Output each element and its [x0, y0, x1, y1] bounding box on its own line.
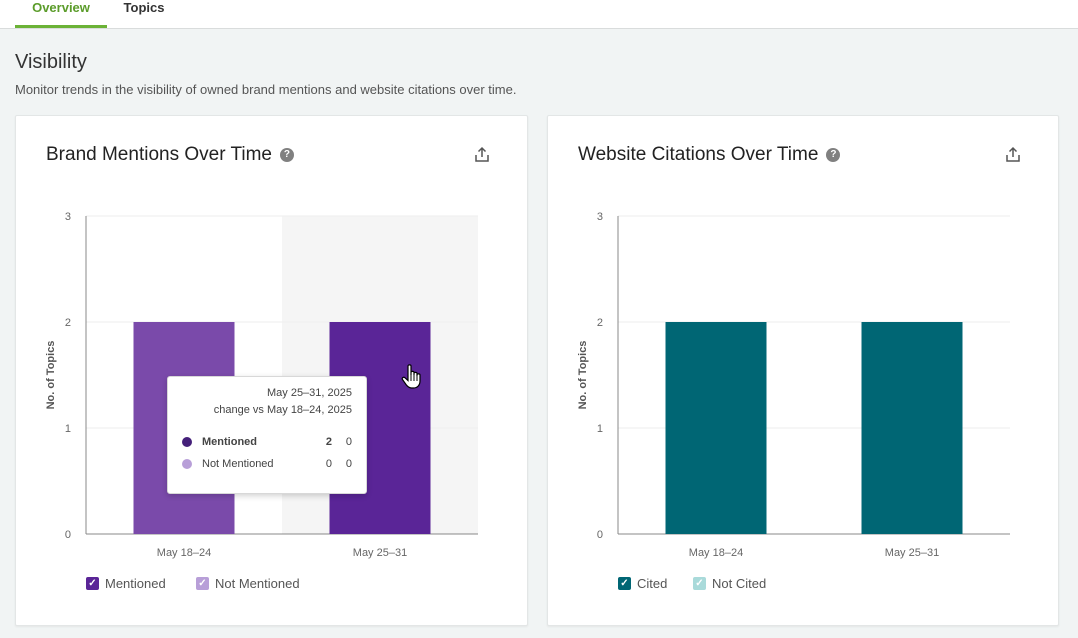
y-tick-label: 3: [597, 211, 603, 223]
x-tick-label: May 18–24: [689, 547, 743, 559]
section-description: Monitor trends in the visibility of owne…: [15, 82, 517, 97]
website-citations-title: Website Citations Over Time ?: [578, 144, 841, 166]
checkbox-mentioned[interactable]: ✓: [86, 577, 99, 590]
brand-mentions-title-text: Brand Mentions Over Time: [46, 144, 272, 165]
bar-cited[interactable]: [665, 322, 767, 534]
tooltip-label-not-mentioned: Not Mentioned: [202, 458, 274, 470]
tooltip-label-mentioned: Mentioned: [202, 436, 257, 448]
y-tick-label: 2: [597, 317, 603, 329]
y-tick-label: 0: [597, 529, 603, 541]
legend-not-mentioned[interactable]: ✓ Not Mentioned: [196, 576, 300, 591]
tooltip-date: May 25–31, 2025: [266, 387, 352, 399]
tooltip-dot-not-mentioned: [182, 459, 192, 469]
tab-bar: Overview Topics: [0, 0, 1078, 29]
x-tick-label: May 25–31: [353, 547, 407, 559]
y-axis-label: No. of Topics: [577, 341, 589, 410]
tab-topics[interactable]: Topics: [123, 0, 165, 15]
legend-label-cited: Cited: [637, 576, 668, 591]
y-tick-label: 2: [65, 317, 71, 329]
export-icon[interactable]: [473, 146, 491, 164]
bar-cited[interactable]: [861, 322, 963, 534]
chart-tooltip: May 25–31, 2025 change vs May 18–24, 202…: [167, 376, 367, 494]
help-icon[interactable]: ?: [279, 148, 294, 162]
tooltip-dot-mentioned: [182, 437, 192, 447]
section-title: Visibility: [15, 51, 87, 73]
tab-overview[interactable]: Overview: [15, 0, 107, 28]
x-tick-label: May 18–24: [157, 547, 211, 559]
tooltip-change-label: change vs May 18–24, 2025: [213, 404, 352, 416]
tooltip-change-mentioned: 0: [345, 436, 352, 448]
export-icon[interactable]: [1004, 146, 1022, 164]
checkbox-not-cited[interactable]: ✓: [693, 577, 706, 590]
tooltip-row-not-mentioned: Not Mentioned 0 0: [182, 457, 352, 471]
tooltip-value-not-mentioned: 0: [325, 458, 332, 470]
legend-label-mentioned: Mentioned: [105, 576, 166, 591]
y-tick-label: 1: [597, 423, 603, 435]
legend-not-cited[interactable]: ✓ Not Cited: [693, 576, 766, 591]
website-citations-chart: 0 1 2 3 No. of Topics May 18–24 May 25–31: [577, 211, 1010, 559]
help-icon[interactable]: ?: [826, 148, 841, 162]
y-axis-label: No. of Topics: [45, 341, 57, 410]
y-tick-label: 1: [65, 423, 71, 435]
hand-pointer-icon: [401, 364, 421, 389]
brand-mentions-card: Brand Mentions Over Time ? 0 1 2 3 No. of To…: [15, 115, 528, 626]
tooltip-value-mentioned: 2: [325, 436, 332, 448]
y-tick-label: 3: [65, 211, 71, 223]
checkbox-not-mentioned[interactable]: ✓: [196, 577, 209, 590]
legend-cited[interactable]: ✓ Cited: [618, 576, 667, 591]
tooltip-change-not-mentioned: 0: [345, 458, 352, 470]
website-citations-card: Website Citations Over Time ? 0 1 2 3 No. of…: [547, 115, 1059, 626]
x-tick-label: May 25–31: [885, 547, 939, 559]
legend-label-not-mentioned: Not Mentioned: [215, 576, 300, 591]
brand-mentions-title: Brand Mentions Over Time ?: [46, 144, 294, 166]
checkbox-cited[interactable]: ✓: [618, 577, 631, 590]
website-citations-title-text: Website Citations Over Time: [578, 144, 819, 165]
tooltip-row-mentioned: Mentioned 2 0: [182, 435, 352, 449]
legend-mentioned[interactable]: ✓ Mentioned: [86, 576, 166, 591]
legend-label-not-cited: Not Cited: [712, 576, 767, 591]
brand-mentions-chart: 0 1 2 3 No. of Topics May 18–24 May 25–31: [45, 211, 478, 559]
y-tick-label: 0: [65, 529, 71, 541]
